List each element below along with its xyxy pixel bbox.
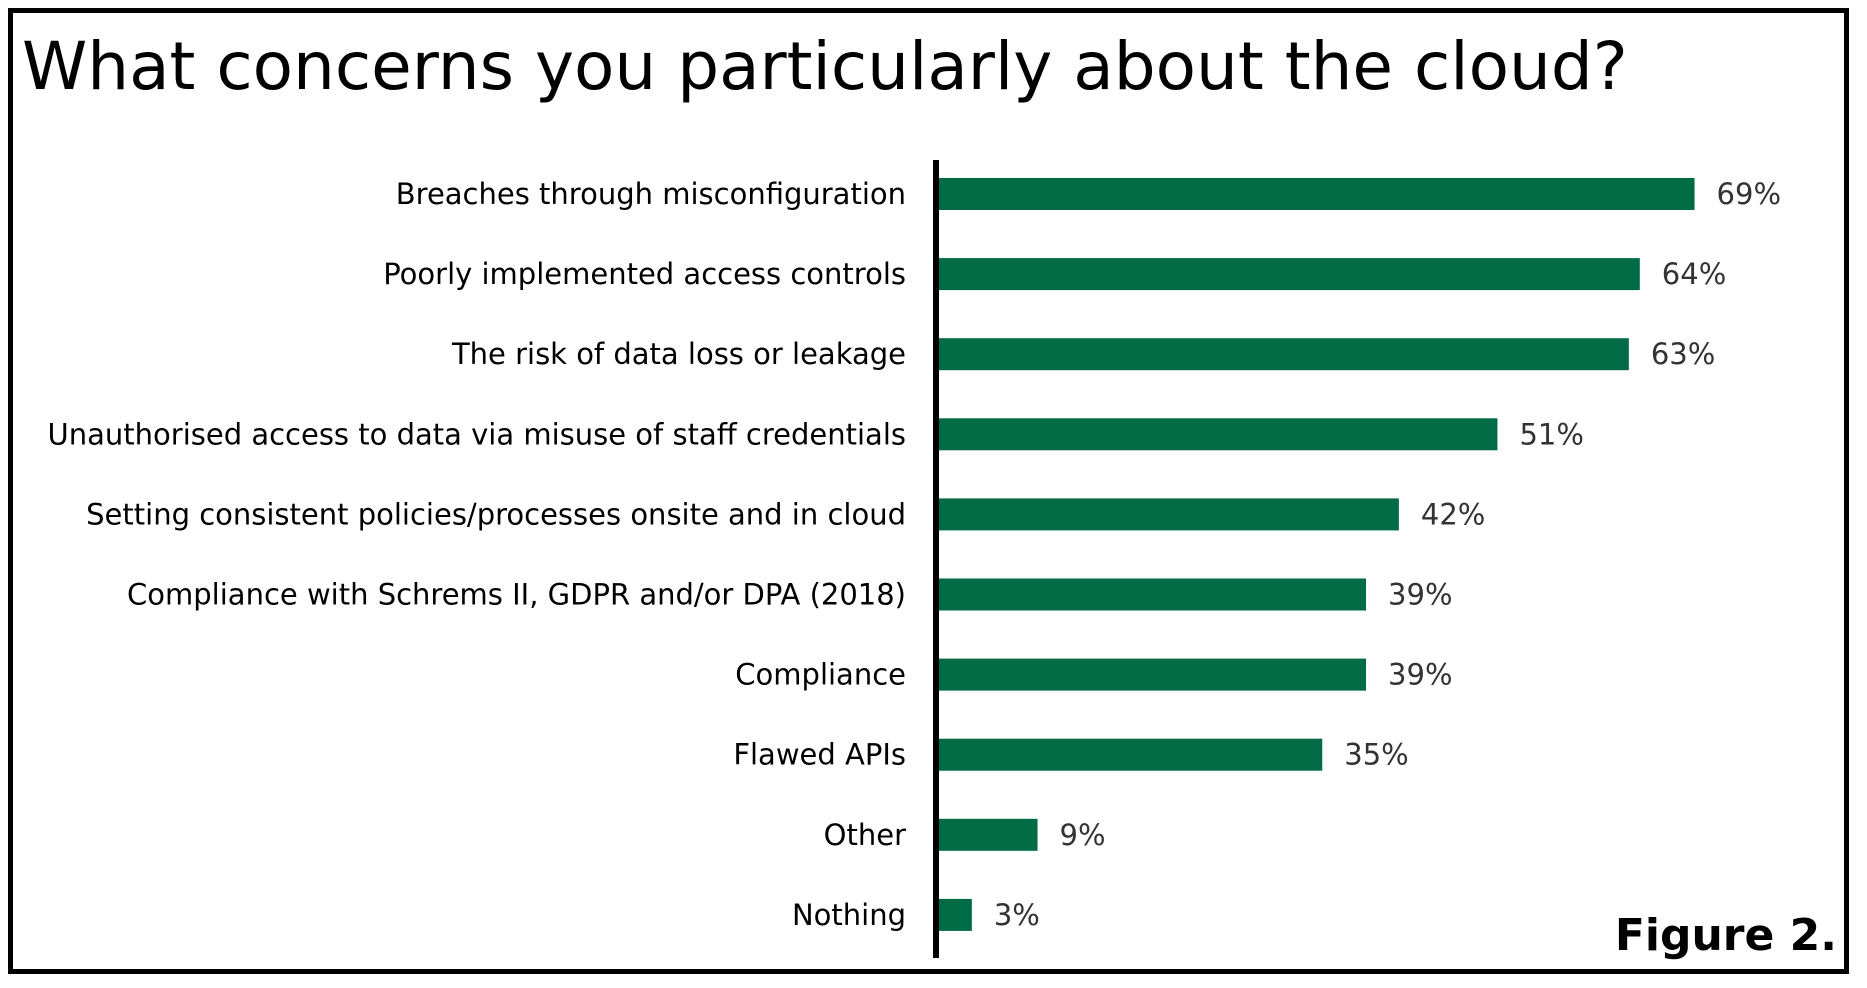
value-label: 51% bbox=[1519, 417, 1583, 451]
category-labels: Breaches through misconfiguration Poorly … bbox=[48, 177, 907, 932]
bar bbox=[939, 338, 1629, 371]
value-label: 9% bbox=[1060, 818, 1106, 852]
bar bbox=[939, 498, 1399, 531]
category-label: The risk of data loss or leakage bbox=[451, 337, 906, 371]
bar bbox=[939, 898, 972, 931]
bars bbox=[939, 178, 1695, 931]
value-label: 69% bbox=[1717, 177, 1781, 211]
category-label: Setting consistent policies/processes on… bbox=[86, 497, 906, 531]
chart-frame bbox=[8, 8, 1849, 974]
category-label: Compliance bbox=[735, 658, 906, 692]
bar bbox=[939, 738, 1323, 771]
value-label: 63% bbox=[1651, 337, 1715, 371]
chart-title: What concerns you particularly about the… bbox=[22, 28, 1628, 105]
value-label: 35% bbox=[1344, 738, 1408, 772]
value-labels: 69% 64% 63% 51% 42% 39% 39% 35% 9% 3% bbox=[994, 177, 1781, 932]
bar bbox=[939, 258, 1640, 291]
value-label: 42% bbox=[1421, 497, 1485, 531]
bar bbox=[939, 658, 1367, 691]
category-label: Other bbox=[824, 818, 906, 852]
bar bbox=[939, 418, 1498, 451]
bar bbox=[939, 578, 1367, 611]
value-label: 64% bbox=[1662, 257, 1726, 291]
category-label: Compliance with Schrems II, GDPR and/or … bbox=[127, 578, 906, 612]
figure-label: Figure 2. bbox=[1614, 910, 1837, 961]
category-label: Poorly implemented access controls bbox=[383, 257, 906, 291]
category-label: Unauthorised access to data via misuse o… bbox=[48, 417, 906, 451]
value-label: 3% bbox=[994, 898, 1040, 932]
category-label: Flawed APIs bbox=[733, 738, 906, 772]
value-label: 39% bbox=[1388, 578, 1452, 612]
category-label: Nothing bbox=[792, 898, 906, 932]
bar bbox=[939, 818, 1038, 851]
bar bbox=[939, 178, 1695, 210]
value-label: 39% bbox=[1388, 658, 1452, 692]
category-label: Breaches through misconfiguration bbox=[396, 177, 906, 211]
